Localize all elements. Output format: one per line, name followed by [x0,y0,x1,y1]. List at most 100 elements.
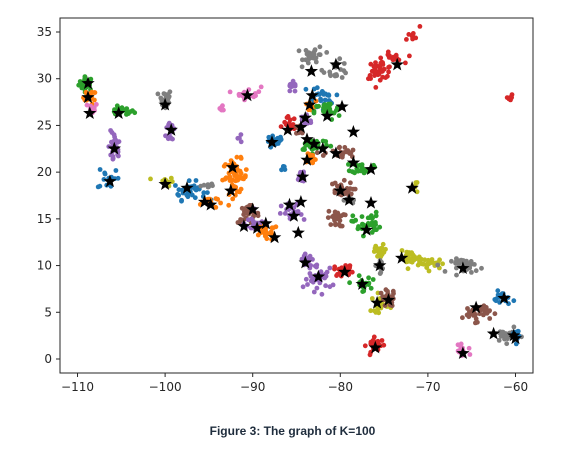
data-point [279,167,284,173]
data-point [352,186,358,192]
data-point [112,134,117,140]
figure-caption: Figure 3: The graph of K=100 [209,424,376,438]
data-point [435,262,441,268]
plot-frame [59,17,534,374]
data-point [230,196,236,202]
data-point [468,259,474,264]
data-point [237,135,242,141]
data-point [419,261,425,267]
data-point [205,190,210,196]
data-point [97,167,103,172]
centroid-star [303,97,317,111]
data-point [479,265,484,271]
data-point [372,227,377,233]
data-point [373,209,379,215]
centroid-star [246,202,260,216]
centroid-star [333,183,347,197]
data-point [296,48,302,54]
centroid-star [224,183,238,197]
centroid-star [307,137,321,150]
centroid-star [390,57,404,71]
x-tick-label: −100 [149,380,182,394]
data-point [220,107,226,113]
centroid-star [346,155,361,169]
data-point [366,282,371,287]
data-point [373,85,379,90]
data-point [92,90,98,95]
data-point [92,97,97,103]
data-point [301,217,307,222]
data-point [79,85,85,91]
data-point [495,288,501,294]
data-point [367,73,373,78]
x-tick-label: −80 [328,380,353,394]
data-point [503,334,509,340]
data-point [278,134,283,140]
data-point [367,215,373,221]
points-layer [76,24,524,358]
data-point [473,316,479,322]
data-point [323,283,328,289]
data-point [305,60,311,66]
data-point [477,311,482,317]
centroid-star [497,291,511,304]
data-point [166,94,172,100]
centroid-star [180,181,194,194]
data-point [91,105,97,111]
data-point [332,218,337,223]
data-point [328,222,334,228]
data-point [227,89,233,95]
centroid-star [370,295,384,309]
y-tick-label: 0 [44,352,52,366]
data-point [373,213,379,219]
data-point [218,200,224,206]
data-point [515,328,521,334]
data-point [292,88,298,94]
data-point [327,72,333,77]
data-point [380,60,385,65]
scatter-chart: −110 −100 −90 −80 −70 −60 0 5 10 15 20 25 30 35 [37,17,534,394]
data-point [500,329,506,335]
data-point [328,143,334,149]
data-point [294,209,300,215]
data-point [227,178,233,184]
data-point [350,213,356,219]
data-point [496,338,502,343]
data-point [371,64,377,69]
data-point [115,139,121,145]
data-point [406,32,412,37]
data-point [334,92,340,98]
data-point [252,91,258,96]
centroid-star [507,328,521,342]
data-point [303,57,309,63]
data-point [378,290,384,296]
data-point [175,192,181,197]
centroid-star [456,346,470,359]
centroid-star [300,153,314,166]
data-point [342,212,348,218]
y-tick-label: 10 [37,259,52,273]
data-point [403,60,408,66]
data-point [314,285,320,291]
data-point [313,55,319,61]
centroid-star [237,219,251,232]
data-point [407,53,412,59]
centroid-star [81,76,95,90]
centroid-layer [81,57,523,359]
data-point [314,264,319,270]
data-point [370,277,376,282]
data-point [108,152,114,158]
data-point [314,150,320,156]
x-tick-label: −110 [61,380,94,394]
data-point [213,196,219,202]
data-point [347,186,353,192]
data-point [469,270,474,275]
data-point [380,68,385,74]
data-point [386,69,391,75]
data-point [317,280,323,286]
data-point [380,241,386,247]
data-point [303,276,309,282]
data-point [341,68,347,74]
data-point [504,341,510,347]
data-point [277,138,283,144]
